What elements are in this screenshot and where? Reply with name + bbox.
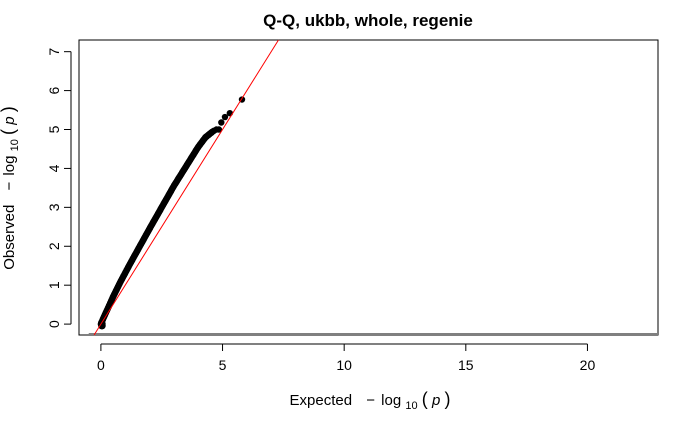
y-axis-label-prefix: Observed <box>1 205 18 270</box>
x-tick-label: 5 <box>219 357 227 373</box>
data-point <box>218 119 225 126</box>
y-axis-label-log: log <box>1 156 18 176</box>
x-axis-label-log: log <box>381 392 401 409</box>
y-tick-label: 4 <box>46 164 62 172</box>
x-axis: 0 5 10 15 20 <box>97 343 596 373</box>
y-tick-label: 6 <box>46 86 62 94</box>
chart-title: Q-Q, ukbb, whole, regenie <box>263 11 473 30</box>
x-tick-label: 0 <box>97 357 105 373</box>
x-axis-label-base: 10 <box>405 400 417 412</box>
y-tick-label: 7 <box>46 48 62 56</box>
data-point <box>215 126 223 133</box>
x-axis-label-open: ( <box>422 389 428 409</box>
x-tick-label: 15 <box>458 357 474 373</box>
y-axis: 0 1 2 3 4 5 6 7 <box>46 48 72 328</box>
y-tick-label: 1 <box>46 281 62 289</box>
y-tick-label: 2 <box>46 242 62 250</box>
x-axis-label-prefix: Expected <box>290 392 353 409</box>
y-axis-label-close: ) <box>0 106 18 112</box>
y-tick-label: 0 <box>46 320 62 328</box>
x-axis-label-close: ) <box>444 389 450 409</box>
y-axis-label-base: 10 <box>9 139 21 151</box>
y-tick-label: 5 <box>46 125 62 133</box>
y-tick-label: 3 <box>46 203 62 211</box>
x-axis-label-var: p <box>431 392 440 409</box>
data-point <box>221 113 229 121</box>
plot-border <box>78 39 659 336</box>
y-axis-label-var: p <box>1 116 18 125</box>
y-axis-label: Observed − log 10 ( p ) <box>0 106 22 269</box>
x-axis-label-minus: − <box>366 392 375 409</box>
y-axis-label-minus: − <box>1 182 18 191</box>
y-axis-label-open: ( <box>0 129 18 135</box>
plot-frame <box>78 39 659 336</box>
x-axis-label: Expected − log 10 ( p ) <box>290 389 451 413</box>
x-tick-label: 10 <box>336 357 352 373</box>
data-point <box>226 109 234 117</box>
x-tick-label: 20 <box>580 357 596 373</box>
reference-line-path <box>93 39 279 336</box>
reference-line <box>93 39 279 336</box>
